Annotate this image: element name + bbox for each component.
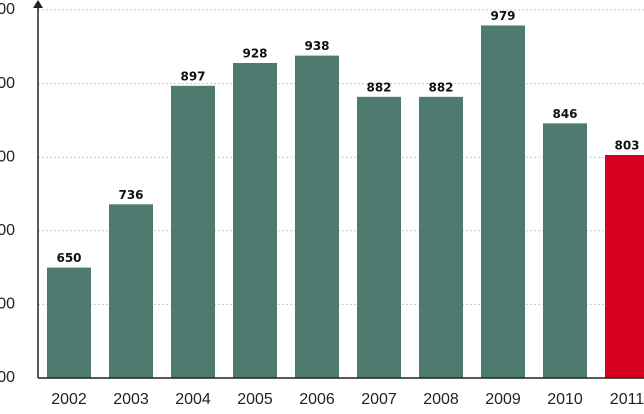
x-tick-label: 2006 — [299, 391, 335, 408]
y-tick-label: 500 — [0, 369, 15, 386]
x-tick-label: 2008 — [423, 391, 459, 408]
value-label: 882 — [428, 80, 453, 94]
y-axis-arrow — [33, 0, 43, 8]
value-label: 882 — [366, 80, 391, 94]
value-label: 928 — [242, 46, 267, 60]
bar — [295, 55, 339, 379]
bar — [605, 154, 644, 378]
x-tick-label: 2004 — [175, 391, 211, 408]
value-label: 736 — [118, 188, 143, 202]
bar — [481, 25, 525, 379]
y-tick-label: 800 — [0, 148, 15, 165]
value-label: 846 — [552, 107, 577, 121]
value-label: 897 — [180, 69, 205, 83]
y-tick-label: 700 — [0, 222, 15, 239]
bar — [109, 204, 153, 378]
value-label: 803 — [614, 138, 639, 152]
bar — [171, 85, 215, 379]
x-tick-label: 2003 — [113, 391, 149, 408]
bar — [357, 96, 401, 379]
bar — [419, 96, 463, 379]
bar — [47, 267, 91, 378]
value-label: 938 — [304, 39, 329, 53]
x-tick-label: 2010 — [547, 391, 583, 408]
x-tick-label: 2007 — [361, 391, 397, 408]
y-tick-label: 1000 — [0, 1, 15, 18]
value-label: 650 — [56, 251, 81, 265]
x-tick-label: 2009 — [485, 391, 521, 408]
bar — [233, 62, 277, 378]
value-label: 979 — [490, 9, 515, 23]
bar — [543, 123, 587, 379]
y-tick-label: 900 — [0, 75, 15, 92]
x-tick-label: 2005 — [237, 391, 273, 408]
y-tick-label: 600 — [0, 296, 15, 313]
x-tick-label: 2002 — [51, 391, 87, 408]
x-tick-label: 2011 — [610, 391, 644, 408]
